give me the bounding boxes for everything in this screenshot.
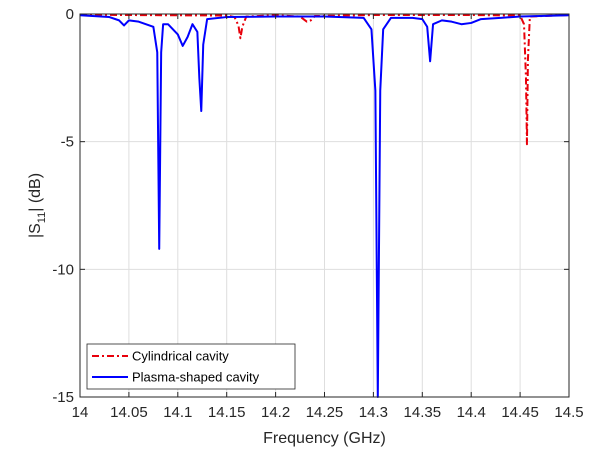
legend-box (86, 343, 296, 390)
y-axis-label-subscript: 11 (36, 212, 48, 223)
y-tick-label: -15 (52, 389, 74, 406)
y-tick-label: -5 (61, 134, 74, 151)
x-tick-label: 14.15 (208, 404, 246, 421)
x-tick-labels: 14 14.05 14.1 14.15 14.2 14.25 14.3 14.35 14.4 14… (72, 404, 584, 421)
x-tick-label: 14.4 (457, 404, 486, 421)
legend-label-cylindrical: Cylindrical cavity (132, 349, 229, 364)
x-tick-label: 14.3 (359, 404, 388, 421)
x-tick-label: 14.5 (554, 404, 583, 421)
y-axis-label: |S11| (dB) (27, 173, 48, 238)
series-line-plasma (79, 14, 570, 398)
legend: Cylindrical cavity Plasma-shaped cavity (86, 343, 296, 390)
x-tick-label: 14 (72, 404, 89, 421)
y-tick-label: -10 (52, 261, 74, 278)
x-tick-label: 14.1 (163, 404, 192, 421)
series-group (79, 13, 570, 398)
x-tick-label: 14.05 (110, 404, 148, 421)
x-tick-label: 14.2 (261, 404, 290, 421)
x-tick-label: 14.35 (404, 404, 442, 421)
y-tick-label: 0 (66, 6, 74, 23)
ticks (79, 13, 570, 398)
y-axis-label-main: |S (27, 223, 44, 238)
y-axis-label-tail: | (dB) (27, 173, 44, 212)
x-tick-label: 14.45 (501, 404, 539, 421)
x-tick-label: 14.25 (306, 404, 344, 421)
x-axis-label: Frequency (GHz) (263, 430, 386, 447)
legend-label-plasma: Plasma-shaped cavity (132, 370, 260, 385)
y-tick-labels: -15 -10 -5 0 (52, 6, 74, 406)
